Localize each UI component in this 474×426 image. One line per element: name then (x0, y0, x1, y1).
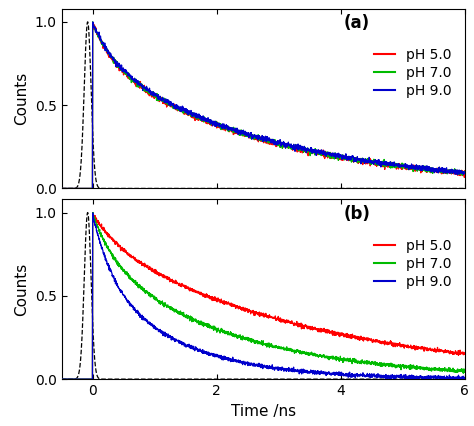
X-axis label: Time /ns: Time /ns (230, 403, 296, 419)
Legend: pH 5.0, pH 7.0, pH 9.0: pH 5.0, pH 7.0, pH 9.0 (369, 43, 457, 104)
Text: (b): (b) (344, 204, 371, 223)
Y-axis label: Counts: Counts (14, 262, 29, 316)
Text: (a): (a) (344, 14, 370, 32)
Legend: pH 5.0, pH 7.0, pH 9.0: pH 5.0, pH 7.0, pH 9.0 (369, 233, 457, 295)
Y-axis label: Counts: Counts (14, 72, 29, 125)
